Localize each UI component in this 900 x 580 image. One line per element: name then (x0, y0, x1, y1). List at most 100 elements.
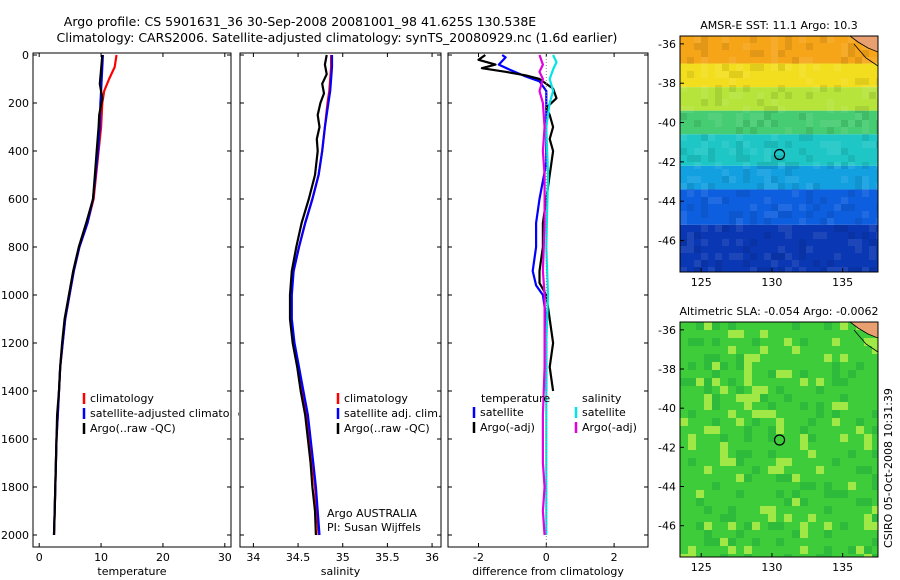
sla-pixel (736, 418, 744, 426)
sst-pixel (778, 267, 785, 272)
sst-pixel (876, 120, 878, 127)
sst-pixel (869, 225, 876, 232)
sst-pixel (771, 120, 778, 127)
sst-pixel (876, 113, 878, 120)
sla-pixel (744, 522, 752, 530)
temperature-panel: 0 10 20 30 0 200 400 600 800 1000 1200 1400 1600 1800… (1, 49, 253, 578)
sst-pixel (687, 246, 694, 253)
sla-pixel (808, 418, 816, 426)
sst-pixel (736, 239, 743, 246)
sla-pixel (752, 466, 760, 474)
sst-pixel (841, 120, 848, 127)
sla-pixel (792, 474, 800, 482)
sst-pixel (855, 120, 862, 127)
map-y-tick-label: -46 (658, 235, 676, 248)
sla-pixel (840, 378, 848, 386)
sst-pixel (820, 232, 827, 239)
sst-pixel (701, 253, 708, 260)
x-axis-label: temperature (97, 565, 166, 578)
sst-pixel (701, 148, 708, 155)
sla-pixel (696, 490, 704, 498)
sla-pixel (752, 522, 760, 530)
sst-pixel (680, 134, 687, 141)
sst-pixel (736, 218, 743, 225)
sla-pixel (744, 554, 752, 557)
sla-pixel (800, 482, 808, 490)
sst-pixel (771, 36, 778, 43)
sst-pixel (834, 85, 841, 92)
sla-pixel (792, 530, 800, 538)
sst-pixel (876, 232, 878, 239)
map-x-tick-label: 125 (691, 276, 712, 289)
sst-pixel (862, 127, 869, 134)
sst-pixel (806, 43, 813, 50)
sst-pixel (785, 43, 792, 50)
sla-pixel (832, 418, 840, 426)
sla-pixel (800, 546, 808, 554)
sla-pixel (768, 426, 776, 434)
map-y-tick-label: -38 (658, 77, 676, 90)
map-frame (679, 35, 879, 273)
sla-pixel (864, 522, 872, 530)
sst-pixel (848, 204, 855, 211)
sst-pixel (806, 78, 813, 85)
sst-pixel (813, 260, 820, 267)
sst-pixel (757, 113, 764, 120)
sst-pixel (771, 141, 778, 148)
sst-pixel (869, 267, 876, 272)
y-tick-label: 1600 (1, 433, 29, 446)
sst-pixel (848, 239, 855, 246)
map-y-tick-label: -44 (658, 481, 676, 494)
sla-pixel (872, 426, 878, 434)
sst-pixel (743, 155, 750, 162)
sla-pixel (800, 426, 808, 434)
sst-pixel (694, 162, 701, 169)
sst-pixel (862, 78, 869, 85)
sst-pixel (876, 204, 878, 211)
sst-band (680, 110, 878, 135)
sst-pixel (715, 260, 722, 267)
sla-pixel (864, 442, 872, 450)
sst-pixel (799, 253, 806, 260)
sst-pixel (722, 225, 729, 232)
sla-pixel (688, 434, 696, 442)
sla-pixel (856, 498, 864, 506)
sst-pixel (764, 232, 771, 239)
sst-pixel (778, 246, 785, 253)
sla-pixel (704, 402, 712, 410)
legend-label-argo: Argo(..raw -QC) (344, 422, 430, 435)
sst-pixel (862, 141, 869, 148)
sla-pixel (752, 394, 760, 402)
sst-pixel (806, 155, 813, 162)
sst-pixel (701, 57, 708, 64)
sst-pixel (855, 246, 862, 253)
sst-pixel (736, 253, 743, 260)
map-x-tick-label: 135 (832, 561, 853, 574)
sst-pixel (729, 85, 736, 92)
sla-pixel (848, 482, 856, 490)
sst-pixel (743, 246, 750, 253)
sst-pixel (778, 183, 785, 190)
sst-pixel (869, 57, 876, 64)
map-y-tick-label: -40 (658, 117, 676, 130)
sla-pixel (864, 498, 872, 506)
sla-pixel (824, 322, 832, 330)
sla-pixel (688, 554, 696, 557)
y-tick-label: 0 (22, 49, 29, 62)
sla-pixel (840, 434, 848, 442)
sst-pixel (855, 78, 862, 85)
sst-pixel (806, 120, 813, 127)
sst-pixel (813, 183, 820, 190)
sst-band (680, 87, 878, 111)
map-field (680, 36, 878, 272)
sla-pixel (728, 346, 736, 354)
sst-pixel (820, 267, 827, 272)
sla-pixel (728, 410, 736, 418)
sla-pixel (768, 410, 776, 418)
sst-pixel (771, 176, 778, 183)
figure-title-line2: Climatology: CARS2006. Satellite-adjuste… (57, 30, 618, 45)
sla-pixel (688, 338, 696, 346)
sst-pixel (687, 239, 694, 246)
sla-pixel (704, 530, 712, 538)
x-tick-label: 0 (36, 551, 43, 564)
